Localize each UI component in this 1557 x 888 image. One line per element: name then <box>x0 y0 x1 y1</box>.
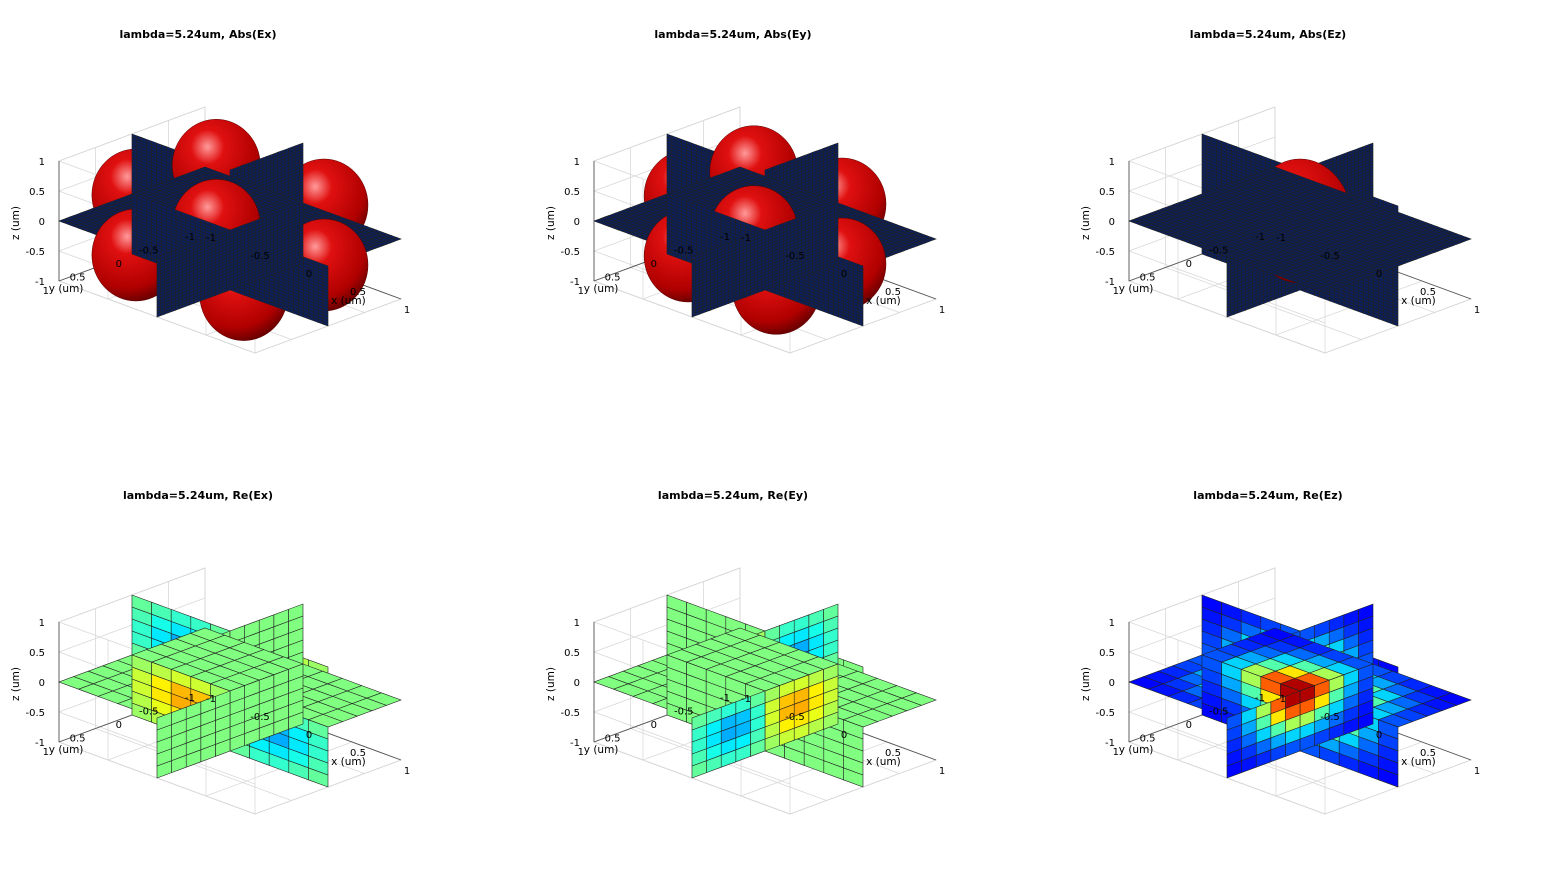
z-tick-label: 1 <box>39 157 45 168</box>
slice-x0-cell <box>156 255 161 261</box>
slice-x0-cell <box>229 168 234 174</box>
z-tick-label: -0.5 <box>25 247 45 258</box>
slice-y0-cell <box>322 263 329 270</box>
x-tick-label: -1 <box>206 233 216 244</box>
slice-planes <box>593 125 937 335</box>
tick-labels: -1-0.500.51-1-0.500.51-1-0.500.51 <box>25 157 410 316</box>
x-tick-label: -0.5 <box>250 251 270 262</box>
subplot-abs-ey: lambda=5.24um, Abs(Ey) -1 -0.5 0 0.5 1 -1 -0.5 0… <box>540 22 1010 417</box>
y-tick-label: -1 <box>185 232 195 243</box>
y-tick-label: 0 <box>116 259 122 270</box>
z-tick-label: 0.5 <box>29 187 45 198</box>
z-tick-label: 0 <box>39 217 45 228</box>
z-tick-label: -1 <box>35 277 45 288</box>
z-axis-label: z (um) <box>10 206 22 240</box>
y-axis-label: y (um) <box>49 283 84 295</box>
y-tick-label: 0.5 <box>70 273 86 284</box>
y-tick-label: -0.5 <box>139 246 159 257</box>
x-tick-label: 0 <box>306 269 312 280</box>
y-tick-label: 1 <box>43 286 49 297</box>
slice-planes <box>58 119 402 341</box>
chart-title: lambda=5.24um, Abs(Ey) <box>654 28 811 41</box>
subplot-abs-ex: lambda=5.24um, Abs(Ex) -1 -0.5 0 0.5 1 -1 -0.5 0… <box>5 22 475 417</box>
chart-title: lambda=5.24um, Abs(Ex) <box>119 28 276 41</box>
x-axis-label: x (um) <box>331 295 366 307</box>
x-tick-label: 1 <box>404 305 410 316</box>
x-tick-label: 0.5 <box>350 287 366 298</box>
